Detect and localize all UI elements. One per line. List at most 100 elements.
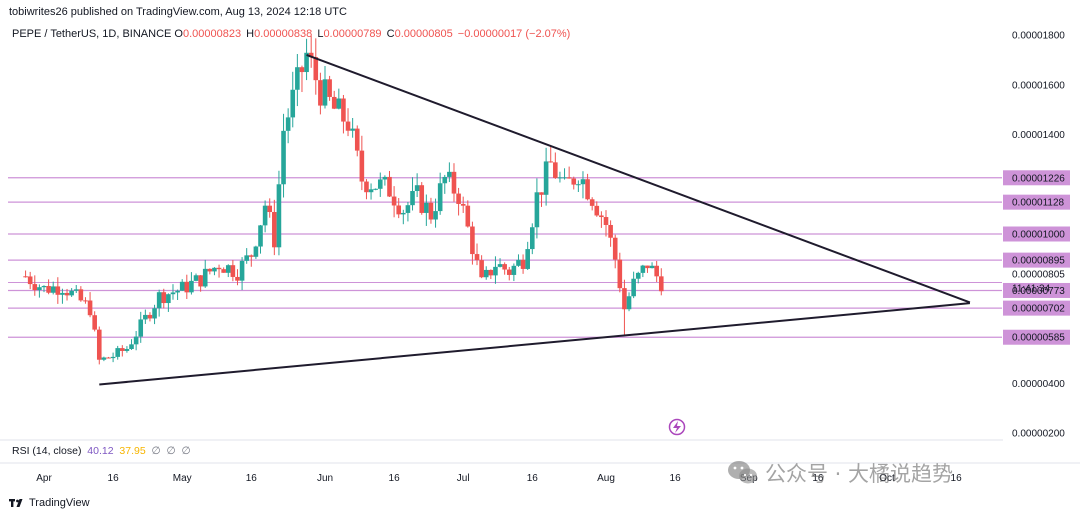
candle-body xyxy=(414,185,420,192)
x-axis-tick: May xyxy=(173,473,192,484)
candle-body xyxy=(281,130,286,185)
candle-body xyxy=(41,285,47,288)
candle-body xyxy=(341,98,346,122)
candle-body xyxy=(612,237,618,260)
candle-body xyxy=(442,176,448,184)
candle-body xyxy=(46,285,51,293)
tradingview-footer[interactable]: TradingView xyxy=(9,497,90,509)
candle-body xyxy=(622,288,627,310)
tradingview-brand: TradingView xyxy=(29,497,90,509)
candle-body xyxy=(331,96,337,109)
x-axis-tick: Apr xyxy=(36,473,52,484)
candle-body xyxy=(336,98,342,109)
candle-body xyxy=(516,259,521,266)
candle-body xyxy=(350,128,355,131)
candle-body xyxy=(483,269,489,278)
y-axis-tick: 0.00001600 xyxy=(1012,80,1065,91)
candle-body xyxy=(447,171,452,177)
candle-body xyxy=(354,128,360,151)
level-label: 0.00001000 xyxy=(1012,230,1065,241)
candle-body xyxy=(83,300,88,302)
level-label: 0.00001128 xyxy=(1012,198,1065,209)
candle-body xyxy=(396,205,402,215)
rsi-value-5: ∅ xyxy=(181,445,191,457)
candle-body xyxy=(193,275,199,281)
candle-body xyxy=(27,276,33,285)
level-label: 0.00000702 xyxy=(1012,304,1065,315)
candle-body xyxy=(631,278,636,297)
candle-body xyxy=(318,80,323,106)
symbol-legend: PEPE / TetherUS, 1D, BINANCE O0.00000823… xyxy=(12,28,572,40)
trendline-descending xyxy=(306,53,971,304)
candle-body xyxy=(382,176,388,180)
candle-body xyxy=(520,259,526,269)
level-label-bg xyxy=(1003,194,1070,210)
candle-body xyxy=(529,227,535,250)
candle-body xyxy=(428,202,434,220)
candle-body xyxy=(557,177,563,179)
candle-body xyxy=(635,272,641,279)
candle-body xyxy=(566,177,572,179)
candle-body xyxy=(73,289,79,291)
candle-body xyxy=(488,269,494,276)
candle-body xyxy=(502,264,507,270)
low-label: L xyxy=(317,28,324,40)
candle-body xyxy=(189,280,194,293)
candle-body xyxy=(212,267,217,272)
candle-body xyxy=(401,212,406,215)
high-value: 0.00000838 xyxy=(254,28,313,40)
candle-body xyxy=(115,348,121,357)
candle-body xyxy=(511,265,517,275)
candle-body xyxy=(92,315,97,330)
rsi-legend: RSI (14, close) 40.12 37.95 ∅ ∅ ∅ xyxy=(12,445,191,457)
lightning-icon-bolt xyxy=(673,421,681,433)
candle-body xyxy=(387,176,392,197)
level-label-bg xyxy=(1003,252,1070,268)
x-axis-tick: 16 xyxy=(951,473,963,484)
candle-body xyxy=(267,205,273,213)
candle-body xyxy=(405,205,411,213)
candle-body xyxy=(225,265,231,273)
candle-body xyxy=(207,268,213,272)
close-label: C xyxy=(386,28,395,40)
candle-body xyxy=(152,308,157,319)
level-label: 0.00001226 xyxy=(1012,173,1065,184)
y-axis-tick: 0.00001800 xyxy=(1012,31,1065,42)
candle-body xyxy=(69,290,74,296)
candle-body xyxy=(129,344,134,350)
countdown-label: 11:41:34 xyxy=(1012,284,1051,295)
candle-body xyxy=(608,224,613,238)
candle-body xyxy=(410,191,415,206)
candle-body xyxy=(78,289,84,301)
rsi-value-3: ∅ xyxy=(151,445,161,457)
candle-body xyxy=(654,265,659,277)
lightning-icon xyxy=(668,418,686,436)
x-axis-tick: Oct xyxy=(879,473,895,484)
trendline-ascending xyxy=(99,302,971,386)
level-label: 0.00000895 xyxy=(1012,256,1065,267)
candle-body xyxy=(543,161,549,195)
candle-body xyxy=(308,52,314,58)
level-label-bg xyxy=(1003,226,1070,242)
tradingview-logo-icon xyxy=(9,499,23,507)
candle-body xyxy=(548,161,554,163)
candle-body xyxy=(594,205,600,216)
candle-body xyxy=(645,265,650,269)
candle-body xyxy=(216,267,222,270)
candle-body xyxy=(32,284,38,291)
candle-body xyxy=(198,275,203,287)
x-axis-tick: 16 xyxy=(389,473,401,484)
x-axis-tick: 16 xyxy=(527,473,539,484)
candle-body xyxy=(64,292,70,296)
rsi-label[interactable]: RSI (14, close) xyxy=(12,445,82,457)
level-label-bg xyxy=(1003,282,1070,298)
symbol-label[interactable]: PEPE / TetherUS, 1D, BINANCE xyxy=(12,28,172,40)
candle-body xyxy=(585,179,590,200)
candle-body xyxy=(304,52,309,73)
watermark-text: 公众号 · 大橘说趋势 xyxy=(765,462,954,486)
candle-body xyxy=(580,179,586,185)
candle-body xyxy=(295,67,300,90)
candle-body xyxy=(649,265,655,269)
candle-body xyxy=(373,188,378,190)
